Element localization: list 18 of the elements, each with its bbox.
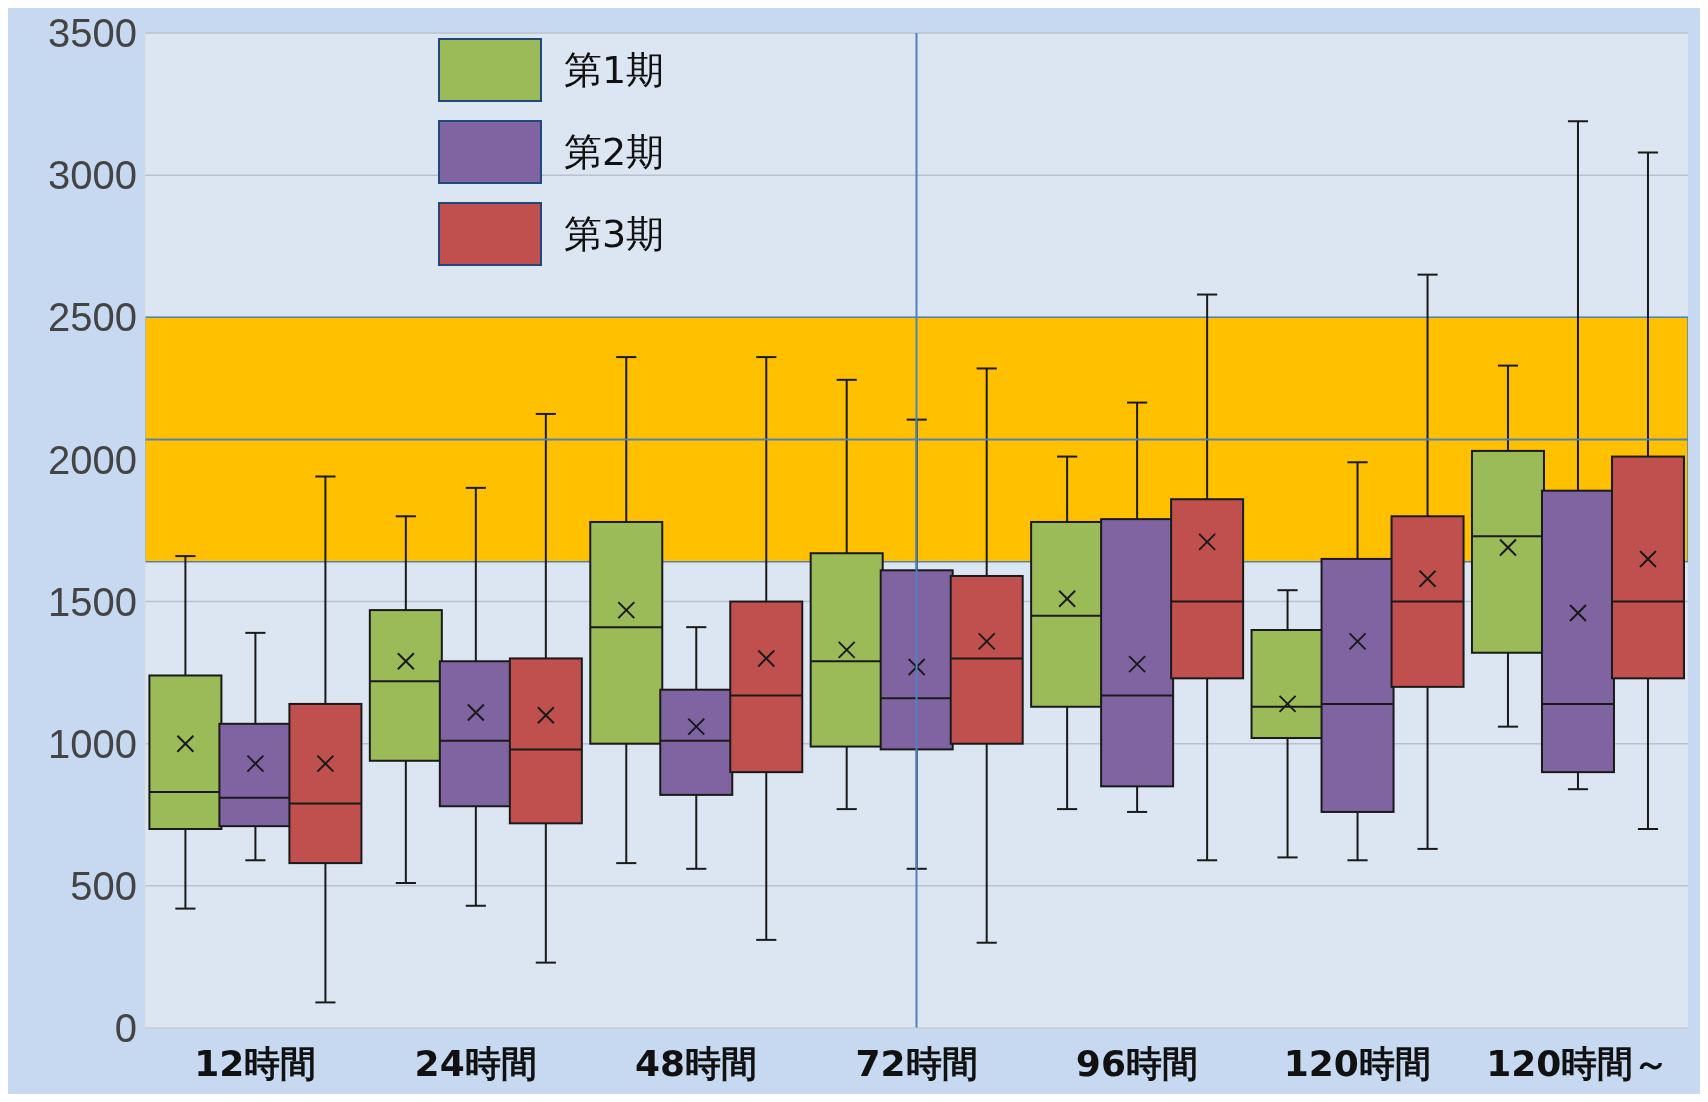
y-tick-label: 2000 (48, 437, 137, 482)
x-tick-label: 120時間～ (1486, 1042, 1670, 1084)
x-tick-label: 24時間 (414, 1042, 537, 1084)
y-tick-label: 1000 (48, 721, 137, 766)
x-tick-label: 96時間 (1075, 1042, 1198, 1084)
legend-label: 第3期 (564, 210, 665, 258)
x-tick-label: 72時間 (855, 1042, 978, 1084)
y-tick-label: 3500 (48, 11, 137, 56)
x-tick-label: 48時間 (635, 1042, 758, 1084)
y-tick-label: 0 (114, 1006, 137, 1051)
x-tick-label: 12時間 (194, 1042, 317, 1084)
y-tick-label: 500 (70, 864, 137, 909)
x-tick-label: 120時間 (1283, 1042, 1431, 1084)
legend-label: 第1期 (564, 46, 665, 94)
y-tick-label: 3000 (48, 153, 137, 198)
y-tick-label: 2500 (48, 295, 137, 340)
legend-label: 第2期 (564, 128, 665, 176)
y-tick-label: 1500 (48, 579, 137, 624)
